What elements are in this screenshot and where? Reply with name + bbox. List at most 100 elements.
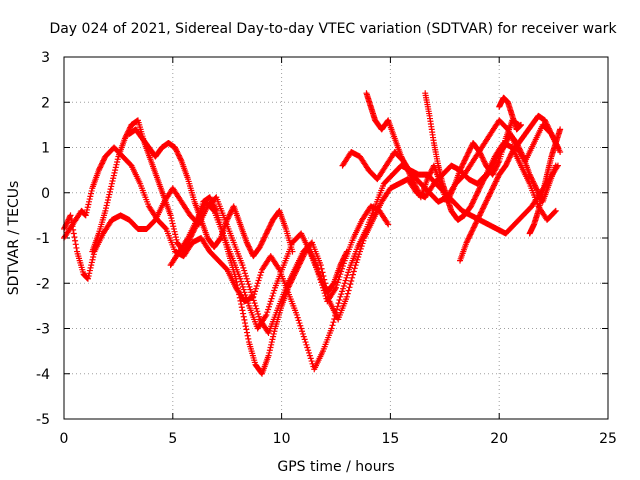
data-point xyxy=(505,157,512,164)
data-point xyxy=(243,294,250,301)
data-point xyxy=(258,239,265,246)
data-point xyxy=(490,183,497,190)
data-point xyxy=(341,280,348,287)
data-point xyxy=(479,154,486,161)
data-point xyxy=(507,153,514,160)
data-point xyxy=(471,195,478,202)
y-tick-label: -2 xyxy=(36,276,50,292)
data-point xyxy=(241,267,248,274)
data-point xyxy=(533,185,540,192)
data-point xyxy=(240,310,247,317)
data-point xyxy=(265,226,272,233)
data-point xyxy=(481,201,488,208)
data-point xyxy=(287,279,294,286)
data-point xyxy=(254,308,261,315)
data-point xyxy=(268,219,275,226)
data-point xyxy=(473,192,480,199)
data-point xyxy=(462,156,469,163)
data-point xyxy=(110,172,117,179)
data-point xyxy=(487,167,494,174)
data-point xyxy=(504,159,511,166)
data-point xyxy=(86,270,93,277)
data-point xyxy=(253,282,260,289)
data-point xyxy=(302,339,309,346)
data-point xyxy=(348,277,355,284)
data-point xyxy=(338,291,345,298)
data-point xyxy=(448,189,455,196)
data-point xyxy=(296,261,303,268)
data-point xyxy=(299,254,306,261)
data-point xyxy=(478,208,485,215)
data-point xyxy=(385,221,392,228)
data-point xyxy=(534,187,541,194)
series-track-7 xyxy=(363,90,522,205)
data-point xyxy=(170,223,177,230)
data-point xyxy=(234,285,241,292)
data-point xyxy=(217,235,224,242)
y-tick-label: 1 xyxy=(41,141,50,157)
data-point xyxy=(339,285,346,292)
data-point xyxy=(244,332,251,339)
data-point xyxy=(62,223,69,230)
data-point xyxy=(97,164,104,171)
data-point xyxy=(108,183,115,190)
data-point xyxy=(255,277,262,284)
data-point xyxy=(466,148,473,155)
data-point xyxy=(335,300,342,307)
data-point xyxy=(242,320,249,327)
data-point xyxy=(355,254,362,261)
data-point xyxy=(206,194,213,201)
data-point xyxy=(463,153,470,160)
data-point xyxy=(479,180,486,187)
data-point xyxy=(168,215,175,222)
data-point xyxy=(474,189,481,196)
data-point xyxy=(543,120,550,127)
data-point xyxy=(84,275,91,282)
data-point xyxy=(337,293,344,300)
data-point xyxy=(260,235,267,242)
data-point xyxy=(239,283,246,290)
data-point xyxy=(474,217,481,224)
series-track-10 xyxy=(496,94,524,133)
data-point xyxy=(483,198,490,205)
data-point xyxy=(87,193,94,200)
data-point xyxy=(320,273,327,280)
data-point xyxy=(484,196,491,203)
data-point xyxy=(99,160,106,167)
data-point xyxy=(412,183,419,190)
data-point xyxy=(541,117,548,124)
data-point xyxy=(469,199,476,206)
data-point xyxy=(258,241,265,248)
data-point xyxy=(399,156,406,163)
data-point xyxy=(549,133,556,140)
x-tick-label: 20 xyxy=(490,431,508,447)
data-point xyxy=(306,352,313,359)
data-point xyxy=(460,158,467,165)
data-point xyxy=(465,235,472,242)
data-point xyxy=(424,176,431,183)
data-point xyxy=(208,196,215,203)
data-point xyxy=(84,206,91,213)
data-point xyxy=(294,264,301,271)
data-point xyxy=(123,132,130,139)
data-point xyxy=(64,217,71,224)
data-point xyxy=(72,241,79,248)
data-point xyxy=(293,267,300,274)
data-point xyxy=(170,225,177,232)
data-point xyxy=(487,190,494,197)
data-point xyxy=(332,286,339,293)
data-point xyxy=(491,158,498,165)
data-point xyxy=(404,165,411,172)
data-point xyxy=(481,202,488,209)
data-point xyxy=(242,273,249,280)
data-point xyxy=(246,283,253,290)
data-point xyxy=(72,237,79,244)
data-point xyxy=(330,319,337,326)
data-point xyxy=(294,265,301,272)
data-point xyxy=(343,274,350,281)
data-point xyxy=(86,198,93,205)
axis-ticks: 0 5 10 15 20 25 -5 -4 -3 -2 -1 0 1 2 3 xyxy=(36,50,617,447)
data-point xyxy=(466,234,473,241)
data-point xyxy=(468,201,475,208)
data-point xyxy=(503,139,510,146)
